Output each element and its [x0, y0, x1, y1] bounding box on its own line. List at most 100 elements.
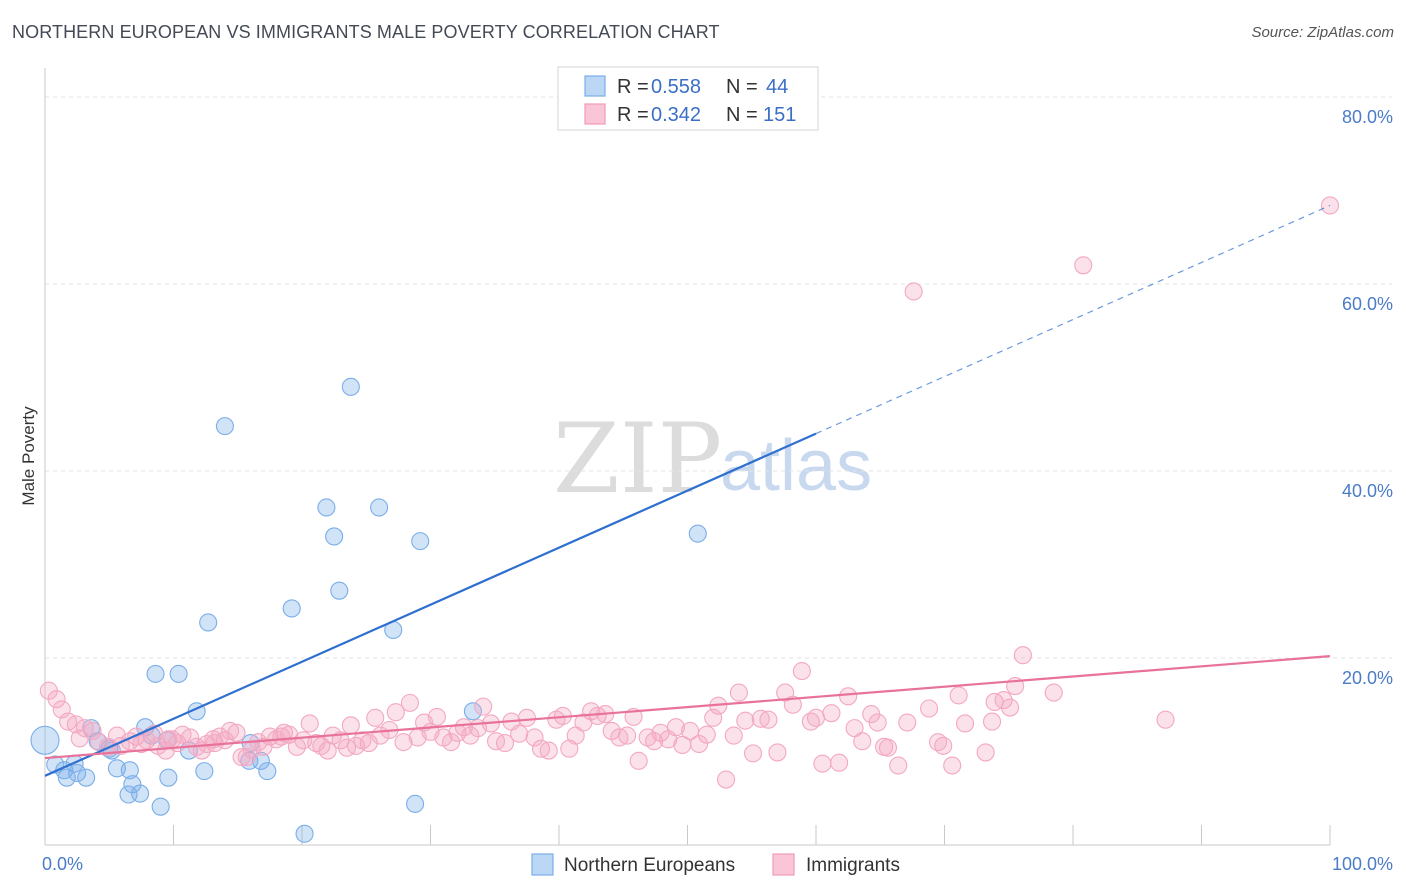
point-immigrant: [610, 728, 629, 747]
watermark-zip: ZIP: [553, 403, 722, 515]
point-immigrant: [976, 743, 995, 762]
point-northern-european: [146, 664, 165, 683]
point-immigrant: [666, 718, 685, 737]
point-northern-european: [258, 762, 277, 781]
point-northern-european: [195, 762, 214, 781]
point-immigrant: [982, 712, 1002, 731]
point-immigrant: [822, 704, 841, 723]
point-immigrant: [853, 732, 872, 751]
point-northern-european: [131, 784, 150, 803]
point-immigrant: [232, 748, 251, 767]
point-immigrant: [1013, 646, 1032, 665]
point-immigrant: [956, 714, 975, 733]
trend-line-extension-northern-european: [815, 204, 1331, 435]
legend-n-value-immigrants: 151: [763, 104, 796, 126]
point-immigrant: [806, 708, 826, 727]
point-immigrant: [427, 707, 446, 726]
point-immigrant: [934, 736, 953, 755]
stats-legend: R = 0.558 N = 44 R = 0.342 N = 151: [557, 66, 819, 131]
point-northern-european: [68, 763, 87, 783]
legend-r-label-immigrants: R =: [617, 104, 649, 126]
point-immigrant: [690, 734, 709, 754]
point-immigrant: [366, 708, 385, 727]
point-immigrant: [716, 770, 736, 789]
point-northern-european: [159, 768, 178, 787]
point-immigrant: [878, 738, 898, 757]
point-immigrant: [531, 739, 551, 758]
point-northern-european: [77, 768, 96, 787]
point-immigrant: [474, 697, 493, 716]
point-northern-european: [317, 498, 336, 517]
point-northern-european: [330, 581, 349, 600]
trend-line-northern-european: [44, 432, 817, 777]
data-points: [30, 196, 1340, 843]
point-immigrant: [920, 699, 939, 718]
point-northern-european: [325, 527, 344, 546]
point-immigrant: [724, 726, 743, 745]
point-immigrant: [868, 713, 887, 732]
series-swatch-northern: [531, 853, 554, 876]
point-immigrant: [904, 282, 923, 301]
point-immigrant: [618, 726, 637, 745]
point-immigrant: [400, 693, 419, 712]
point-immigrant: [1044, 683, 1063, 702]
source-credit: Source: ZipAtlas.com: [1251, 24, 1394, 41]
y-tick-label: 20.0%: [1342, 668, 1393, 688]
point-northern-european: [215, 417, 234, 436]
point-immigrant: [159, 730, 178, 749]
point-immigrant: [759, 710, 778, 729]
point-immigrant: [813, 754, 832, 773]
y-tick-label: 60.0%: [1342, 294, 1393, 314]
series-swatch-immigrants: [772, 853, 795, 876]
point-immigrant: [461, 726, 480, 745]
point-immigrant: [442, 733, 461, 752]
axes: [44, 68, 1331, 846]
legend-n-label-northern: N =: [726, 76, 758, 98]
point-immigrant: [89, 733, 109, 752]
point-immigrant: [751, 709, 770, 728]
point-immigrant: [704, 708, 723, 727]
point-immigrant: [525, 728, 544, 747]
point-immigrant: [495, 734, 515, 753]
point-northern-european: [282, 599, 301, 618]
tick-labels: 20.0% 40.0% 60.0% 80.0% 0.0% 100.0%: [42, 107, 1393, 874]
point-northern-european: [57, 768, 76, 787]
point-immigrant: [830, 753, 849, 772]
point-immigrant: [898, 713, 917, 732]
point-immigrant: [1156, 710, 1175, 729]
point-immigrant: [697, 725, 716, 744]
series-legend: Northern Europeans Immigrants: [531, 853, 900, 876]
series-label-immigrants: Immigrants: [806, 855, 900, 876]
point-immigrant: [83, 721, 102, 740]
legend-n-value-northern: 44: [766, 76, 788, 98]
point-immigrant: [1074, 256, 1093, 275]
point-northern-european: [151, 797, 170, 816]
point-northern-european: [295, 824, 314, 843]
y-axis-label: Male Poverty: [19, 406, 38, 506]
trend-line-immigrants: [44, 655, 1331, 760]
x-tick-label: 0.0%: [42, 854, 83, 874]
point-immigrant: [386, 703, 405, 722]
point-immigrant: [312, 736, 331, 755]
watermark: ZIP atlas: [553, 403, 872, 515]
point-immigrant: [743, 744, 763, 763]
point-immigrant: [510, 724, 529, 743]
y-tick-label: 40.0%: [1342, 481, 1393, 501]
y-tick-label: 80.0%: [1342, 107, 1393, 127]
point-immigrant: [768, 743, 787, 762]
point-immigrant: [220, 721, 240, 740]
point-northern-european: [120, 761, 139, 780]
point-immigrant: [341, 716, 360, 735]
point-northern-european: [688, 524, 707, 543]
point-immigrant: [839, 687, 858, 706]
x-tick-label: 100.0%: [1332, 854, 1393, 874]
legend-r-label-northern: R =: [617, 76, 649, 98]
point-northern-european: [411, 532, 430, 551]
point-northern-european: [370, 498, 389, 517]
legend-r-value-immigrants: 0.342: [651, 104, 701, 126]
point-northern-european: [341, 377, 360, 396]
point-immigrant: [994, 691, 1013, 710]
trend-lines: [44, 204, 1331, 777]
point-immigrant: [783, 695, 802, 714]
